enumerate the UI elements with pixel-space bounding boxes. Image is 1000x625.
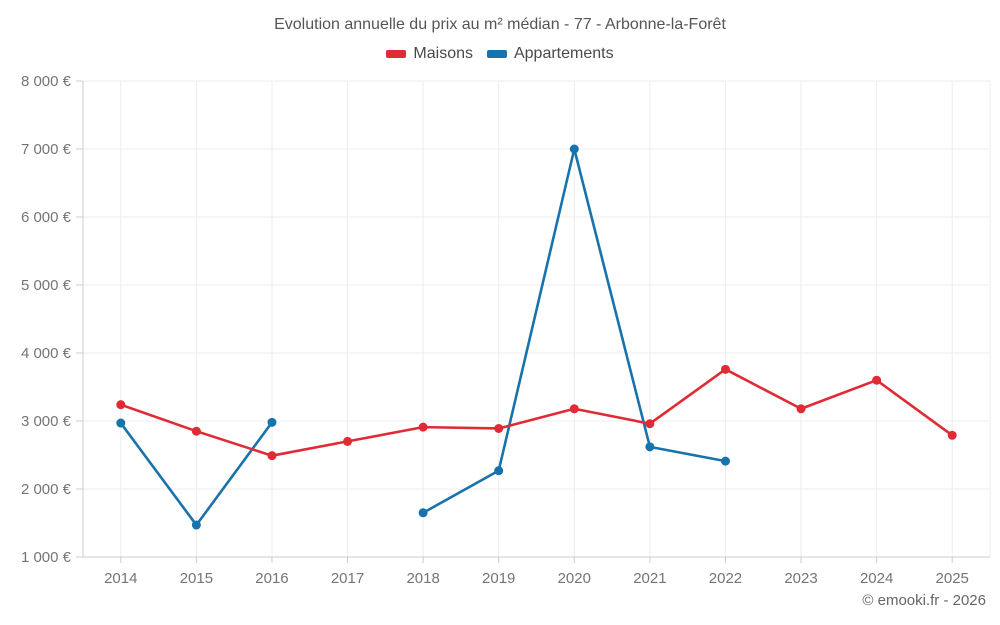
series-line-maisons xyxy=(119,368,954,457)
data-point-maisons xyxy=(343,436,353,446)
x-tick-label: 2014 xyxy=(104,570,137,587)
data-point-maisons xyxy=(191,426,201,436)
x-tick-label: 2019 xyxy=(482,570,515,587)
data-point-appartements xyxy=(191,520,201,530)
y-tick-label: 8 000 € xyxy=(21,73,72,90)
x-tick-label: 2022 xyxy=(709,570,742,587)
data-point-maisons xyxy=(494,423,504,433)
y-tick-label: 6 000 € xyxy=(21,209,72,226)
y-tick-label: 4 000 € xyxy=(21,345,72,362)
data-point-maisons xyxy=(645,419,655,429)
data-point-maisons xyxy=(116,400,126,410)
legend-swatch-appartements-icon xyxy=(486,50,507,58)
data-point-maisons xyxy=(418,422,428,432)
data-point-maisons xyxy=(720,364,730,374)
data-point-appartements xyxy=(116,418,126,428)
y-tick-label: 5 000 € xyxy=(21,277,72,294)
legend-swatch-maisons-icon xyxy=(386,50,407,58)
x-tick-label: 2023 xyxy=(784,570,817,587)
data-point-maisons xyxy=(796,404,806,414)
x-tick-label: 2017 xyxy=(331,570,364,587)
data-point-maisons xyxy=(569,404,579,414)
x-tick-label: 2021 xyxy=(633,570,666,587)
legend: Maisons Appartements xyxy=(0,45,1000,63)
x-tick-label: 2015 xyxy=(180,570,213,587)
legend-item-maisons[interactable]: Maisons xyxy=(386,45,473,63)
x-tick-label: 2016 xyxy=(255,570,288,587)
x-tick-label: 2018 xyxy=(406,570,439,587)
chart-title: Evolution annuelle du prix au m² médian … xyxy=(274,16,726,33)
data-point-maisons xyxy=(267,451,277,461)
copyright: © emooki.fr - 2026 xyxy=(862,592,986,609)
y-tick-label: 2 000 € xyxy=(21,481,72,498)
data-point-appartements xyxy=(267,417,277,427)
x-tick-label: 2024 xyxy=(860,570,893,587)
data-point-appartements xyxy=(645,442,655,452)
legend-label-maisons: Maisons xyxy=(413,45,473,62)
data-point-appartements xyxy=(720,456,730,466)
data-point-maisons xyxy=(872,375,882,385)
x-tick-label: 2025 xyxy=(936,570,969,587)
legend-label-appartements: Appartements xyxy=(513,45,614,62)
y-tick-label: 3 000 € xyxy=(21,413,72,430)
y-tick-label: 7 000 € xyxy=(21,141,72,158)
data-point-appartements xyxy=(494,466,504,476)
data-point-appartements xyxy=(418,508,428,518)
x-tick-label: 2020 xyxy=(558,570,591,587)
y-tick-label: 1 000 € xyxy=(21,549,72,566)
data-point-appartements xyxy=(569,144,579,154)
legend-item-appartements[interactable]: Appartements xyxy=(486,45,614,63)
data-point-maisons xyxy=(947,430,957,440)
